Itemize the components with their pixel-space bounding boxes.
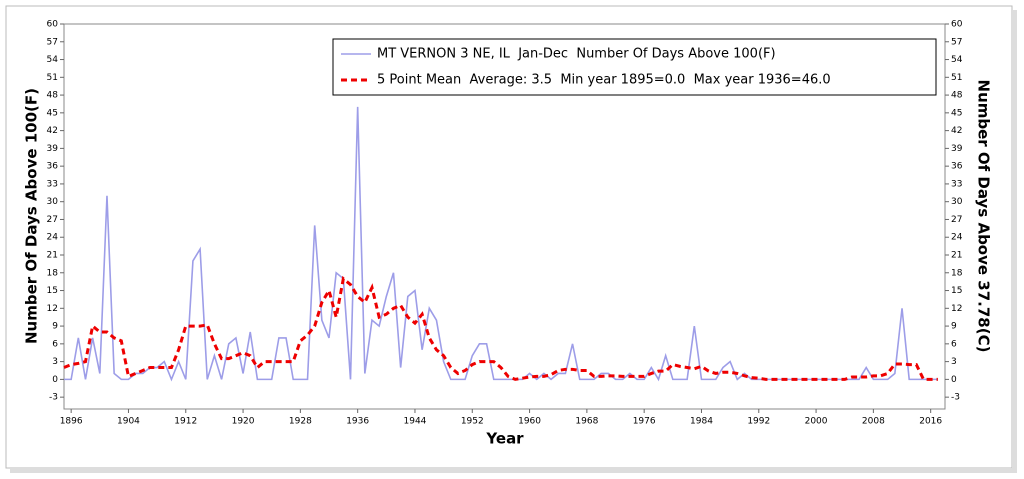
y-tick-label: 24 xyxy=(47,233,59,243)
y-tick-label: 30 xyxy=(47,197,59,207)
x-tick-label: 2000 xyxy=(805,417,828,427)
x-tick-label: 1968 xyxy=(575,417,598,427)
y-tick-label: 27 xyxy=(47,215,58,225)
y2-tick-label: 9 xyxy=(951,322,957,332)
y2-tick-label: 12 xyxy=(951,304,962,314)
y-tick-label: 39 xyxy=(47,144,59,154)
y2-tick-label: 18 xyxy=(951,268,963,278)
y-tick-label: 12 xyxy=(47,304,58,314)
y-tick-label: 51 xyxy=(47,73,58,83)
series-line xyxy=(63,275,938,381)
x-tick-label: 2016 xyxy=(919,417,942,427)
y-tick-label: 18 xyxy=(47,268,59,278)
legend-label: MT VERNON 3 NE, IL Jan-Dec Number Of Day… xyxy=(377,47,776,62)
y2-tick-label: -3 xyxy=(951,393,960,403)
y2-tick-label: 33 xyxy=(951,179,962,189)
y-tick-label: 42 xyxy=(47,126,58,136)
y-tick-label: 0 xyxy=(52,375,58,385)
panel-shadow xyxy=(1012,10,1017,472)
y-axis-label: Number Of Days Above 100(F) xyxy=(23,88,41,344)
y2-tick-label: 42 xyxy=(951,126,962,136)
x-tick-label: 1976 xyxy=(633,417,656,427)
x-tick-label: 1960 xyxy=(518,417,541,427)
x-tick-label: 2008 xyxy=(862,417,885,427)
x-tick-label: 1936 xyxy=(346,417,369,427)
y2-tick-label: 3 xyxy=(951,357,957,367)
x-axis-label: Year xyxy=(485,430,524,448)
y2-tick-label: 57 xyxy=(951,37,962,47)
y-tick-label: 6 xyxy=(52,339,58,349)
y2-tick-label: 27 xyxy=(951,215,962,225)
y2-tick-label: 36 xyxy=(951,162,963,172)
y2-tick-label: 54 xyxy=(951,55,963,65)
y2-tick-label: 45 xyxy=(951,108,962,118)
panel-shadow xyxy=(10,468,1017,473)
x-tick-label: 1952 xyxy=(461,417,484,427)
legend-label: 5 Point Mean Average: 3.5 Min year 1895=… xyxy=(377,73,831,88)
y2-tick-label: 48 xyxy=(951,91,963,101)
y-tick-label: 57 xyxy=(47,37,58,47)
y-tick-label: 9 xyxy=(52,322,58,332)
y-tick-label: 54 xyxy=(47,55,59,65)
x-tick-label: 1984 xyxy=(690,417,713,427)
legend-box xyxy=(332,38,937,96)
x-tick-label: 1928 xyxy=(289,417,312,427)
y2-tick-label: 0 xyxy=(951,375,957,385)
x-tick-label: 1944 xyxy=(404,417,427,427)
x-tick-label: 1904 xyxy=(117,417,140,427)
y2-tick-label: 6 xyxy=(951,339,957,349)
y2-tick-label: 24 xyxy=(951,233,963,243)
y-tick-label: 3 xyxy=(52,357,58,367)
x-tick-label: 1912 xyxy=(174,417,197,427)
y2-tick-label: 30 xyxy=(951,197,963,207)
y-tick-label: 33 xyxy=(47,179,58,189)
y2-tick-label: 51 xyxy=(951,73,962,83)
y-tick-label: -3 xyxy=(49,393,58,403)
y2-axis-label: Number Of Days Above 37.78(C) xyxy=(975,80,993,353)
x-tick-label: 1896 xyxy=(60,417,83,427)
y-tick-label: 36 xyxy=(47,162,59,172)
x-tick-label: 1992 xyxy=(747,417,770,427)
y-tick-label: 21 xyxy=(47,251,58,261)
y-tick-label: 45 xyxy=(47,108,58,118)
y2-tick-label: 39 xyxy=(951,144,963,154)
y2-tick-label: 15 xyxy=(951,286,962,296)
y2-tick-label: 60 xyxy=(951,20,963,30)
x-tick-label: 1920 xyxy=(232,417,255,427)
y2-tick-label: 21 xyxy=(951,251,962,261)
y-tick-label: 15 xyxy=(47,286,58,296)
y-tick-label: 48 xyxy=(47,91,59,101)
y-tick-label: 60 xyxy=(47,20,59,30)
